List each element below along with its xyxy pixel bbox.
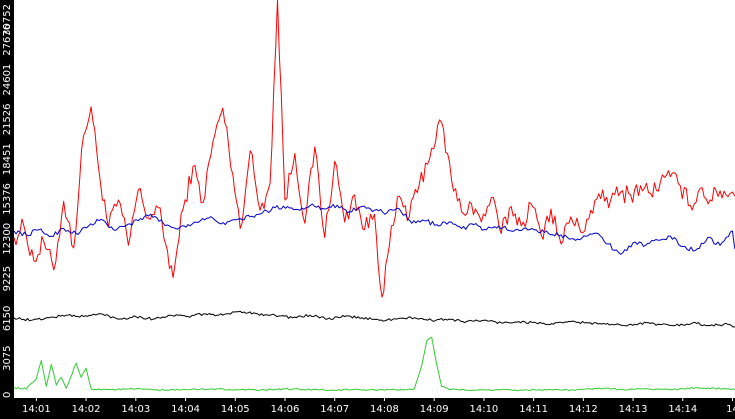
x-tick-label-3: 14:04: [171, 404, 200, 415]
series-line-2: [13, 310, 735, 328]
x-tick-label-7: 14:08: [370, 404, 399, 415]
y-tick-label-0: 0: [2, 392, 13, 398]
y-tick-label-8: 24601: [2, 64, 13, 96]
x-tick-label-8: 14:09: [420, 404, 449, 415]
x-tick-label-9: 14:10: [469, 404, 498, 415]
y-tick-label-6: 18451: [2, 143, 13, 175]
x-tick-label-14: 14: [726, 404, 735, 415]
x-tick-label-10: 14:11: [519, 404, 548, 415]
x-tick-label-5: 14:06: [271, 404, 300, 415]
x-tick-label-4: 14:05: [221, 404, 250, 415]
y-tick-label-5: 15376: [2, 183, 13, 215]
y-tick-label-9: 27676: [2, 24, 13, 56]
x-tick-label-13: 14:14: [668, 404, 697, 415]
x-tick-label-12: 14:13: [619, 404, 648, 415]
y-tick-label-4: 12300: [2, 223, 13, 255]
x-tick-label-2: 14:03: [121, 404, 150, 415]
plot-area: [14, 0, 735, 398]
series-line-3: [13, 336, 735, 392]
x-tick-label-1: 14:02: [72, 404, 101, 415]
x-tick-label-0: 14:01: [22, 404, 51, 415]
y-tick-label-2: 6150: [2, 306, 13, 331]
y-tick-label-10: 30752: [2, 4, 13, 36]
series-line-1: [13, 203, 735, 255]
x-axis: 14:01 14:02 14:03 14:04 14:05 14:06 14:07 14:08…: [22, 398, 735, 415]
series-layer: [13, 0, 735, 392]
x-tick-label-6: 14:07: [320, 404, 349, 415]
y-tick-label-1: 3075: [2, 345, 13, 370]
series-line-0: [13, 0, 735, 298]
y-tick-label-3: 9225: [2, 266, 13, 291]
x-tick-label-11: 14:12: [569, 404, 598, 415]
y-tick-label-7: 21526: [2, 103, 13, 135]
y-axis: 0 3075 6150 9225 12300 15376 18451 21526 24601 27…: [2, 4, 13, 398]
